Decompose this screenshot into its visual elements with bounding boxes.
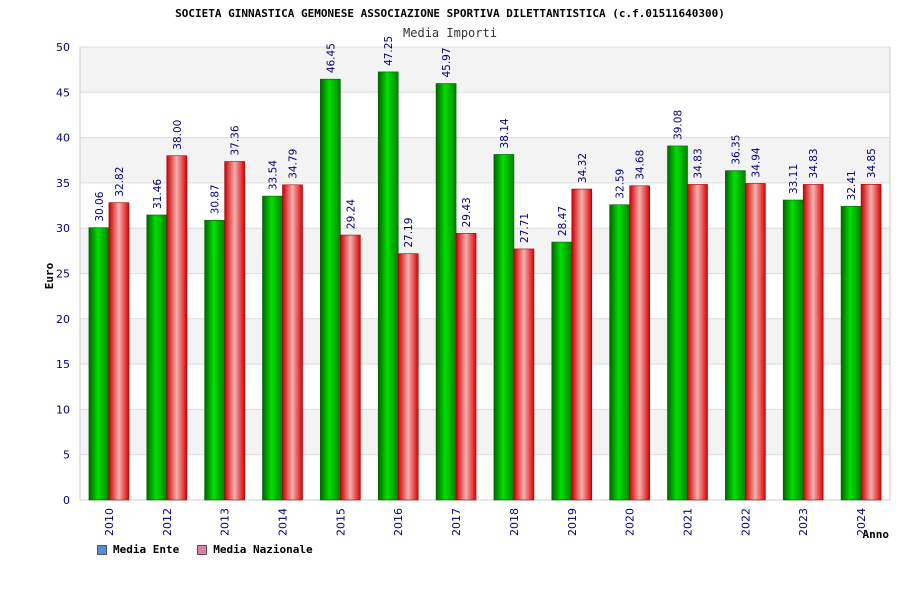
- bar-ente: [146, 214, 168, 501]
- legend-item-ente: Media Ente: [97, 543, 179, 556]
- data-label: 33.54: [268, 160, 280, 190]
- data-label: 34.79: [288, 149, 300, 179]
- x-tick-label: 2012: [161, 508, 174, 536]
- data-label: 34.83: [808, 148, 820, 178]
- x-tick-label: 2023: [797, 508, 810, 536]
- data-label: 34.94: [750, 147, 762, 177]
- data-label: 34.83: [693, 148, 705, 178]
- data-label: 38.14: [499, 118, 511, 148]
- chart-title: SOCIETA GINNASTICA GEMONESE ASSOCIAZIONE…: [175, 7, 725, 20]
- data-label: 33.11: [788, 164, 800, 194]
- bar-ente: [377, 71, 399, 501]
- grid-band: [80, 228, 890, 274]
- bar-ente: [782, 199, 804, 501]
- bar-nazionale: [340, 234, 361, 501]
- plot-area: 0 5 10 15 20 25 30 35 40 45 50 30.06 32.82 2010 31.46 3…: [56, 36, 891, 536]
- data-label: 45.97: [441, 47, 453, 77]
- bar-ente: [609, 204, 630, 501]
- bar-nazionale: [860, 183, 882, 501]
- bar-ente: [88, 227, 110, 501]
- bar-ente: [493, 154, 515, 501]
- x-tick-label: 2022: [739, 508, 752, 536]
- y-tick-label: 15: [56, 358, 70, 371]
- x-tick-label: 2014: [277, 508, 290, 536]
- x-tick-label: 2019: [566, 508, 579, 536]
- bar-nazionale: [282, 184, 303, 501]
- bar-nazionale: [571, 188, 593, 501]
- y-tick-label: 25: [56, 268, 70, 281]
- legend-swatch-ente: [97, 544, 107, 555]
- data-label: 28.47: [557, 206, 569, 236]
- x-tick-label: 2017: [450, 508, 463, 536]
- bar-ente: [551, 241, 573, 501]
- data-label: 34.85: [866, 148, 878, 178]
- data-label: 46.45: [325, 43, 337, 73]
- x-axis-label: Anno: [863, 528, 890, 541]
- grid-band: [80, 318, 890, 365]
- x-tick-label: 2020: [624, 508, 637, 536]
- data-label: 38.00: [172, 120, 184, 150]
- data-label: 31.46: [152, 179, 164, 209]
- x-tick-label: 2010: [103, 508, 116, 536]
- data-label: 36.35: [730, 135, 742, 165]
- bar-ente: [725, 170, 746, 501]
- y-tick-label: 10: [56, 403, 70, 416]
- bar-ente: [667, 145, 688, 501]
- bar-ente: [262, 195, 283, 501]
- data-label: 27.19: [403, 218, 415, 248]
- y-tick-label: 0: [63, 494, 70, 507]
- legend-swatch-nazionale: [197, 544, 208, 555]
- data-label: 37.36: [230, 125, 242, 155]
- bar-nazionale: [224, 161, 245, 501]
- bar-nazionale: [166, 155, 188, 501]
- data-label: 32.59: [615, 169, 627, 199]
- data-label: 32.41: [846, 170, 858, 200]
- x-tick-label: 2021: [682, 508, 695, 536]
- y-axis-label: Euro: [43, 262, 56, 289]
- x-tick-label: 2024: [855, 508, 868, 536]
- x-tick-label: 2018: [508, 508, 521, 536]
- data-label: 34.68: [635, 150, 647, 180]
- x-tick-label: 2013: [219, 508, 232, 536]
- legend-label-ente: Media Ente: [113, 543, 180, 556]
- bar-nazionale: [629, 185, 650, 501]
- y-tick-label: 40: [56, 132, 70, 145]
- bar-nazionale: [397, 253, 419, 501]
- grid-band: [80, 409, 890, 455]
- x-tick-label: 2015: [334, 508, 347, 536]
- legend: Media Ente Media Nazionale: [97, 543, 313, 556]
- data-label: 30.06: [94, 191, 106, 221]
- data-label: 30.87: [210, 184, 222, 214]
- chart-subtitle: Media Importi: [403, 26, 497, 40]
- legend-label-nazionale: Media Nazionale: [213, 543, 313, 556]
- y-tick-label: 30: [56, 222, 70, 235]
- y-tick-label: 20: [56, 313, 70, 326]
- bar-ente: [320, 78, 341, 501]
- data-label: 29.43: [461, 197, 473, 227]
- data-label: 34.32: [577, 153, 589, 183]
- y-tick-label: 35: [56, 177, 70, 190]
- bar-nazionale: [687, 184, 708, 501]
- legend-item-nazionale: Media Nazionale: [197, 543, 313, 556]
- y-tick-label: 45: [56, 86, 70, 99]
- bar-ente: [204, 220, 225, 501]
- bar-nazionale: [108, 202, 130, 501]
- bar-nazionale: [455, 233, 477, 501]
- data-label: 47.25: [383, 36, 395, 66]
- bar-ente: [435, 83, 457, 501]
- y-tick-label: 50: [56, 41, 70, 54]
- grid-band: [80, 137, 890, 183]
- data-label: 29.24: [345, 199, 357, 229]
- grid-band: [80, 47, 890, 93]
- y-tick-label: 5: [63, 449, 70, 462]
- data-label: 32.82: [114, 167, 126, 197]
- bar-nazionale: [802, 184, 824, 501]
- bar-ente: [840, 206, 862, 501]
- x-tick-label: 2016: [392, 508, 405, 536]
- bar-nazionale: [513, 248, 535, 501]
- data-label: 39.08: [673, 110, 685, 140]
- bar-nazionale: [745, 183, 766, 501]
- data-label: 27.71: [519, 213, 531, 243]
